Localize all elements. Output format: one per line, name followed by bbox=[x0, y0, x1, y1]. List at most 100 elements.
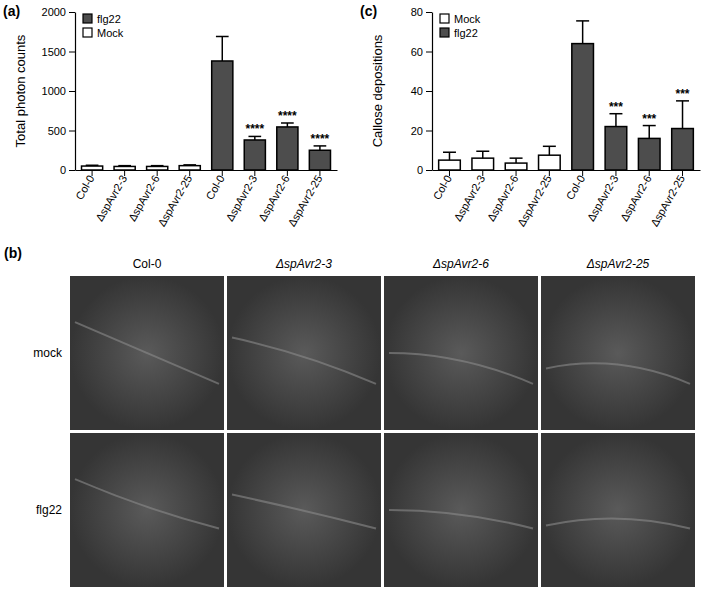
x-tick: ΔspAvr2-25 bbox=[648, 170, 687, 229]
y-tick: 500 bbox=[48, 125, 75, 137]
x-tick: Col-0 bbox=[564, 170, 588, 202]
bar bbox=[505, 163, 527, 170]
column-label: ΔspAvr2-25 bbox=[586, 257, 650, 271]
y-tick: 20 bbox=[411, 125, 432, 137]
figure: (a)0500100015002000Total photon countsCo… bbox=[0, 0, 709, 594]
x-tick-label: Col-0 bbox=[73, 173, 97, 202]
y-tick-mark bbox=[426, 131, 432, 132]
image-panel: (b)Col-0ΔspAvr2-3ΔspAvr2-6ΔspAvr2-25mock… bbox=[4, 245, 695, 587]
column-label: Col-0 bbox=[133, 257, 162, 271]
bar bbox=[244, 140, 265, 170]
y-tick-mark bbox=[69, 52, 75, 53]
legend-label: Mock bbox=[97, 27, 124, 39]
x-tick: ΔspAvr2-3 bbox=[223, 170, 259, 223]
x-tick-label: ΔspAvr2-25 bbox=[155, 173, 194, 229]
error-cap bbox=[510, 157, 523, 159]
significance-label: *** bbox=[609, 100, 623, 114]
annotations: ************ bbox=[245, 109, 329, 146]
x-tick: ΔspAvr2-25 bbox=[285, 170, 324, 229]
y-tick-label: 1000 bbox=[42, 85, 66, 97]
error-bar bbox=[510, 158, 523, 163]
error-whisker bbox=[682, 101, 684, 129]
y-tick-mark bbox=[426, 170, 432, 171]
x-tick-mark bbox=[649, 170, 650, 176]
bar bbox=[539, 155, 561, 170]
x-tick-label: ΔspAvr2-25 bbox=[648, 173, 687, 229]
x-tick: ΔspAvr2-6 bbox=[618, 170, 654, 223]
significance-label: **** bbox=[278, 109, 297, 123]
bar bbox=[309, 150, 330, 170]
legend-label: flg22 bbox=[454, 27, 478, 39]
error-bar bbox=[281, 123, 294, 127]
x-tick: ΔspAvr2-25 bbox=[515, 170, 554, 229]
bar bbox=[277, 127, 298, 170]
error-bar bbox=[543, 146, 556, 155]
column-label: ΔspAvr2-6 bbox=[432, 257, 489, 271]
x-tick-label: ΔspAvr2-3 bbox=[584, 173, 620, 223]
bar bbox=[605, 127, 627, 170]
bars bbox=[82, 36, 331, 170]
error-bar bbox=[183, 164, 196, 166]
error-cap bbox=[543, 146, 556, 148]
bar bbox=[638, 138, 660, 170]
bar bbox=[212, 61, 233, 170]
x-tick: ΔspAvr2-25 bbox=[155, 170, 194, 229]
y-tick-label: 2000 bbox=[42, 6, 66, 18]
x-tick-mark bbox=[157, 170, 158, 176]
micrograph-vein bbox=[389, 353, 533, 384]
micrograph bbox=[70, 276, 224, 430]
bar bbox=[114, 166, 135, 170]
x-tick-label: Col-0 bbox=[564, 173, 588, 202]
x-tick: ΔspAvr2-3 bbox=[451, 170, 487, 223]
y-axis-title: Total photon counts bbox=[13, 34, 28, 147]
x-tick-mark bbox=[124, 170, 125, 176]
micrograph-vein bbox=[389, 510, 533, 528]
micrograph bbox=[541, 433, 695, 587]
y-tick-mark bbox=[426, 12, 432, 13]
legend-swatch bbox=[440, 14, 449, 23]
x-axis: Col-0ΔspAvr2-3ΔspAvr2-6ΔspAvr2-25Col-0Δs… bbox=[430, 170, 700, 229]
legend-label: flg22 bbox=[97, 13, 121, 25]
error-whisker bbox=[582, 21, 584, 44]
y-axis: 0 500 1000 1500 2000 bbox=[42, 6, 76, 176]
x-tick-mark bbox=[189, 170, 190, 176]
micrograph-vein bbox=[546, 518, 690, 528]
error-cap bbox=[151, 165, 164, 167]
y-tick: 0 bbox=[60, 164, 75, 176]
row-label: mock bbox=[33, 346, 63, 360]
error-cap bbox=[118, 165, 131, 167]
x-tick-label: ΔspAvr2-3 bbox=[223, 173, 259, 223]
chart-panel: (a)0500100015002000Total photon countsCo… bbox=[3, 3, 338, 229]
panel-label: (c) bbox=[360, 3, 377, 19]
chart-panel: (c)020406080Callose depositionsCol-0ΔspA… bbox=[360, 3, 701, 229]
y-axis: 020406080 bbox=[411, 6, 433, 176]
x-axis-line bbox=[76, 170, 338, 171]
x-tick-mark bbox=[449, 170, 450, 176]
legend-label: Mock bbox=[454, 13, 481, 25]
bar bbox=[179, 166, 200, 170]
x-tick: ΔspAvr2-3 bbox=[584, 170, 620, 223]
x-tick-mark bbox=[549, 170, 550, 176]
y-tick-label: 1500 bbox=[42, 46, 66, 58]
error-bar bbox=[443, 152, 456, 160]
y-tick-label: 0 bbox=[60, 164, 66, 176]
x-tick: ΔspAvr2-6 bbox=[256, 170, 292, 223]
x-tick-mark bbox=[92, 170, 93, 176]
row-label: flg22 bbox=[36, 503, 62, 517]
x-tick: Col-0 bbox=[203, 170, 227, 202]
error-whisker bbox=[648, 126, 650, 139]
column-label: ΔspAvr2-3 bbox=[275, 257, 332, 271]
x-tick-mark bbox=[254, 170, 255, 176]
x-tick-mark bbox=[615, 170, 616, 176]
micrograph bbox=[384, 276, 538, 430]
y-tick-mark bbox=[426, 52, 432, 53]
y-tick-label: 20 bbox=[411, 125, 423, 137]
y-tick: 0 bbox=[417, 164, 432, 176]
error-bar bbox=[576, 21, 589, 44]
micrograph-vein bbox=[75, 479, 219, 528]
x-tick: ΔspAvr2-6 bbox=[485, 170, 521, 223]
x-tick-label: Col-0 bbox=[203, 173, 227, 202]
x-tick-label: ΔspAvr2-6 bbox=[256, 173, 292, 223]
x-tick-mark bbox=[319, 170, 320, 176]
y-tick-label: 40 bbox=[411, 85, 423, 97]
